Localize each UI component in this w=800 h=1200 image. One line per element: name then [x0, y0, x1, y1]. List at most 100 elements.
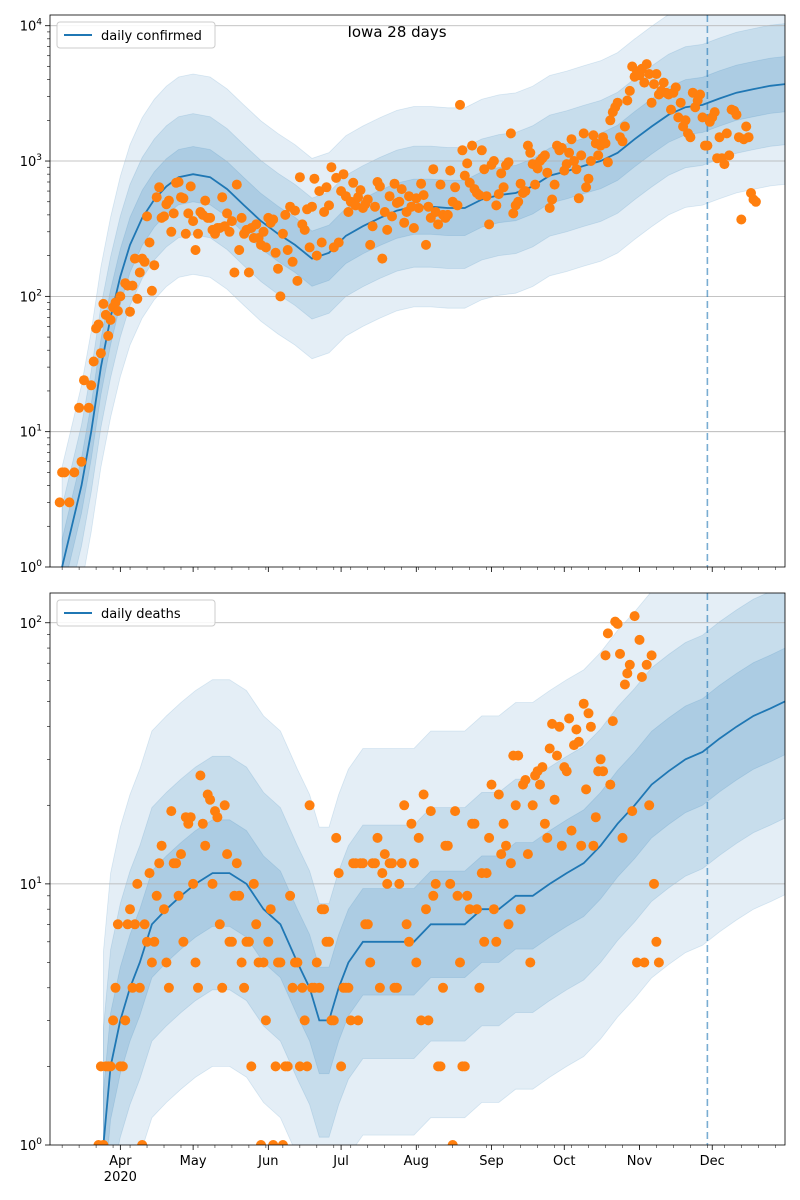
- data-point: [108, 1015, 119, 1026]
- data-point: [399, 217, 410, 228]
- data-point: [675, 97, 686, 108]
- data-point: [299, 224, 310, 235]
- data-point: [646, 97, 657, 108]
- data-point: [374, 181, 385, 192]
- data-point: [476, 145, 487, 156]
- data-point: [149, 260, 160, 271]
- data-point: [362, 194, 373, 205]
- data-point: [166, 226, 177, 237]
- data-point: [270, 1061, 281, 1072]
- data-point: [430, 878, 441, 889]
- data-point: [294, 172, 305, 183]
- data-point: [421, 239, 431, 250]
- data-point: [527, 800, 538, 811]
- data-point: [581, 784, 592, 795]
- data-point: [122, 919, 133, 930]
- data-point: [161, 957, 172, 968]
- data-point: [624, 659, 635, 670]
- data-point: [564, 147, 575, 158]
- data-point: [666, 104, 676, 115]
- data-point: [588, 840, 599, 851]
- data-point: [537, 762, 548, 773]
- y-tick-label: 104: [20, 18, 43, 35]
- data-point: [226, 936, 237, 947]
- data-point: [416, 178, 427, 189]
- data-point: [644, 69, 655, 79]
- data-point: [498, 182, 509, 193]
- data-point: [418, 789, 429, 800]
- data-point: [612, 618, 623, 629]
- data-point: [302, 1061, 313, 1072]
- data-point: [331, 832, 342, 843]
- data-point: [522, 849, 533, 860]
- data-point: [93, 319, 104, 330]
- y-tick-exponent: 1: [36, 424, 42, 434]
- data-point: [316, 237, 327, 248]
- data-point: [263, 936, 274, 947]
- y-tick-label: 100: [20, 559, 43, 576]
- data-point: [268, 214, 279, 225]
- data-point: [452, 200, 463, 211]
- data-point: [134, 982, 145, 993]
- data-point: [593, 150, 604, 161]
- data-point: [418, 190, 429, 201]
- data-point: [636, 672, 647, 682]
- data-point: [333, 868, 344, 879]
- data-point: [374, 982, 385, 993]
- y-tick-label: 102: [20, 615, 42, 632]
- data-point: [547, 194, 558, 205]
- data-point: [248, 878, 259, 889]
- data-point: [571, 164, 582, 175]
- data-point: [79, 375, 89, 386]
- data-point: [731, 109, 742, 120]
- data-point: [105, 314, 116, 325]
- data-point: [178, 193, 189, 204]
- data-point: [219, 800, 230, 811]
- data-point: [117, 1061, 128, 1072]
- data-point: [493, 789, 504, 800]
- data-point: [372, 832, 383, 843]
- data-point: [411, 957, 422, 968]
- data-point: [324, 936, 334, 947]
- data-point: [634, 634, 645, 645]
- data-point: [607, 716, 618, 727]
- data-point: [292, 957, 303, 968]
- data-point: [309, 173, 320, 184]
- data-point: [622, 668, 633, 679]
- data-point: [484, 219, 495, 230]
- data-point: [277, 1140, 288, 1145]
- data-point: [505, 858, 516, 869]
- data-point: [377, 868, 388, 879]
- data-point: [343, 207, 354, 217]
- legend-label: daily confirmed: [101, 29, 202, 44]
- legend-box: [56, 599, 216, 627]
- data-point: [246, 1061, 257, 1072]
- data-point: [396, 184, 407, 195]
- data-point: [132, 293, 143, 304]
- data-point: [54, 497, 65, 508]
- data-point: [168, 208, 179, 219]
- data-point: [146, 957, 157, 968]
- data-point: [649, 79, 659, 90]
- data-point: [195, 770, 206, 781]
- data-point: [188, 216, 199, 227]
- data-point: [222, 208, 233, 219]
- data-point: [193, 228, 203, 239]
- uncertainty-bands: [103, 593, 785, 1145]
- data-point: [467, 140, 478, 151]
- data-point: [260, 242, 271, 253]
- data-point: [205, 794, 216, 805]
- data-point: [488, 904, 499, 915]
- data-point: [129, 253, 140, 264]
- y-tick-exponent: 3: [36, 153, 42, 163]
- data-point: [450, 182, 461, 193]
- data-point: [83, 402, 94, 413]
- data-point: [76, 456, 87, 467]
- data-point: [88, 356, 99, 367]
- data-point: [539, 150, 550, 161]
- data-point: [103, 330, 114, 341]
- data-point: [222, 849, 233, 860]
